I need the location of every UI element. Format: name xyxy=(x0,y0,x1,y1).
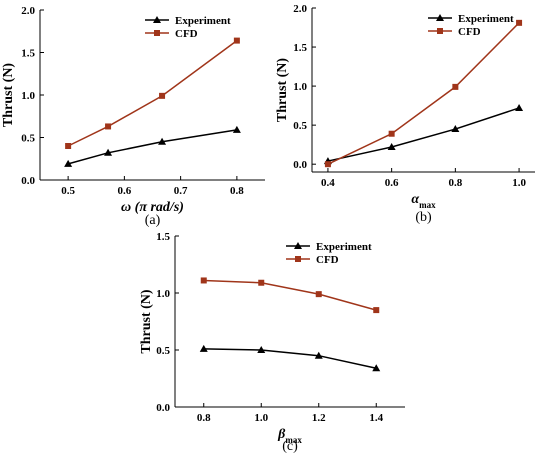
data-point-experiment xyxy=(515,103,524,111)
data-point-cfd xyxy=(105,123,112,130)
legend-marker xyxy=(153,16,161,23)
data-point-cfd xyxy=(159,92,166,99)
y-tick-label: 0.0 xyxy=(293,159,307,171)
x-tick-label: 1.0 xyxy=(254,412,268,424)
chart-panel-c: 0.0 0.5 1.0 1.5 0.8 1.0 1.2 1.4 Thrust (N) βmax(c… xyxy=(139,231,405,454)
y-tick-label: 1.5 xyxy=(156,231,170,243)
legend-marker xyxy=(436,14,444,21)
x-axis-label: αmax xyxy=(411,192,436,210)
x-tick-label: 1.2 xyxy=(312,412,326,424)
data-point-cfd xyxy=(258,279,265,286)
data-point-cfd xyxy=(65,143,72,149)
series-line-cfd xyxy=(67,39,238,147)
data-point-cfd xyxy=(200,277,207,284)
legend-entry-experiment: Experiment xyxy=(175,15,231,27)
data-point-cfd xyxy=(233,37,240,44)
legend-entry-cfd: CFD xyxy=(458,26,481,38)
y-tick-label: 1.5 xyxy=(21,48,35,60)
x-tick-label: 0.4 xyxy=(321,177,335,189)
y-axis-label: Thrust (N) xyxy=(275,58,290,123)
panel-label: (a) xyxy=(145,213,161,228)
y-tick-label: 1.5 xyxy=(293,42,307,54)
data-point-experiment xyxy=(199,344,208,352)
y-axis-label: Thrust (N) xyxy=(139,289,154,354)
data-point-experiment xyxy=(451,125,460,133)
legend-marker xyxy=(294,242,302,249)
data-point-cfd xyxy=(388,130,395,137)
data-point-experiment xyxy=(232,125,241,133)
x-tick-label: 0.8 xyxy=(230,185,244,197)
panel-label: (b) xyxy=(415,210,432,225)
y-tick-label: 1.0 xyxy=(156,288,170,300)
data-point-experiment xyxy=(104,148,113,156)
data-point-experiment xyxy=(64,159,73,167)
x-tick-label: 0.8 xyxy=(197,412,211,424)
data-point-experiment xyxy=(372,364,381,372)
data-point-experiment xyxy=(257,346,266,353)
data-point-cfd xyxy=(373,307,380,314)
legend-entry-cfd: CFD xyxy=(175,28,198,40)
y-tick-label: 0.5 xyxy=(156,345,170,357)
series-line-experiment xyxy=(327,107,520,162)
y-tick-label: 0.5 xyxy=(293,120,307,132)
y-tick-label: 0.0 xyxy=(21,175,35,187)
y-axis-label: Thrust (N) xyxy=(1,63,16,128)
data-point-experiment xyxy=(314,351,323,359)
legend-entry-experiment: Experiment xyxy=(316,241,372,253)
x-axis-label: βmax xyxy=(277,427,302,445)
chart-panel-a: 0.0 0.5 1.0 1.5 2.0 0.5 0.6 0.7 0.8 Thrust (N) ω (… xyxy=(1,5,265,228)
data-point-experiment xyxy=(158,137,167,145)
x-tick-label: 1.4 xyxy=(369,412,383,424)
legend-entry-experiment: Experiment xyxy=(458,13,514,25)
legend-entry-cfd: CFD xyxy=(316,254,339,266)
legend-marker xyxy=(295,256,301,262)
x-tick-label: 1.0 xyxy=(512,177,526,189)
y-tick-label: 0.5 xyxy=(21,133,35,145)
y-tick-label: 1.0 xyxy=(293,81,307,93)
y-tick-label: 2.0 xyxy=(21,5,35,17)
x-tick-label: 0.6 xyxy=(118,185,132,197)
series-line-experiment xyxy=(67,129,237,165)
data-point-experiment xyxy=(387,143,396,151)
series-line-cfd xyxy=(203,279,377,311)
x-axis-label: ω (π rad/s) xyxy=(121,200,184,215)
x-tick-label: 0.6 xyxy=(385,177,399,189)
series-line-experiment xyxy=(203,348,377,369)
data-point-cfd xyxy=(452,83,459,90)
data-point-cfd xyxy=(315,291,322,298)
x-tick-label: 0.8 xyxy=(448,177,462,189)
legend-marker xyxy=(154,30,160,36)
legend-marker xyxy=(437,28,443,34)
series-line-cfd xyxy=(327,22,520,165)
data-point-cfd xyxy=(516,19,523,26)
panel-label: (c) xyxy=(282,439,298,454)
x-tick-label: 0.7 xyxy=(174,185,188,197)
x-tick-label: 0.5 xyxy=(61,185,75,197)
y-tick-label: 1.0 xyxy=(21,90,35,102)
y-tick-label: 2.0 xyxy=(293,3,307,15)
data-point-cfd xyxy=(324,161,331,168)
y-tick-label: 0.0 xyxy=(156,402,170,414)
